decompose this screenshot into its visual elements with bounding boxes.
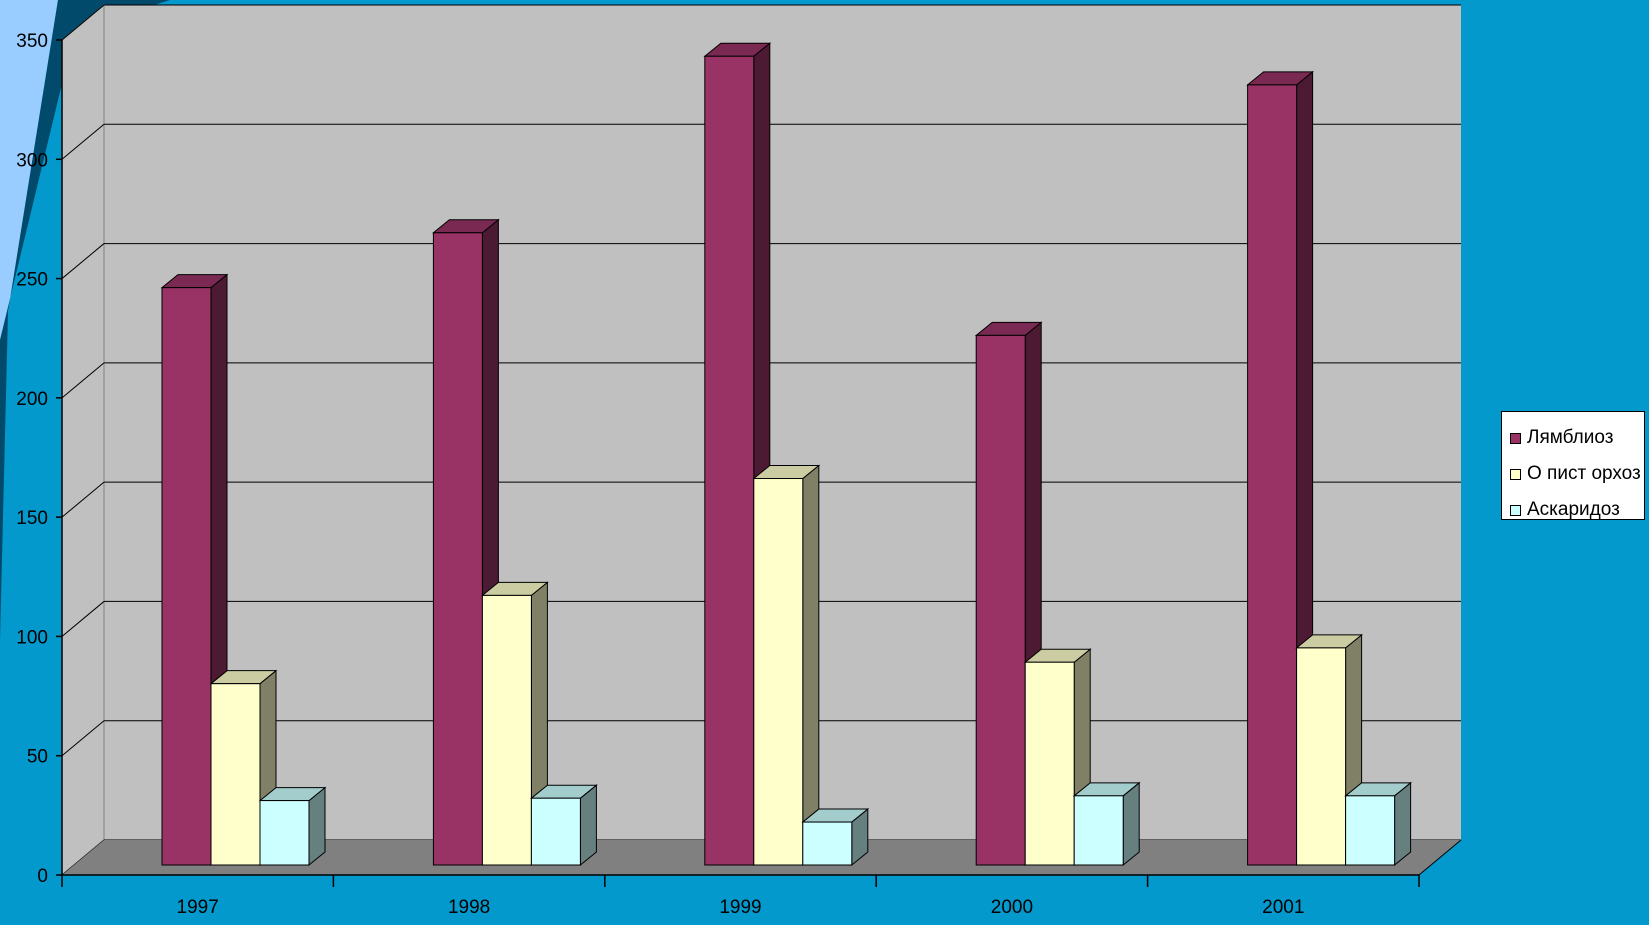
decor-dark-strip	[0, 0, 170, 640]
y-tick-label: 0	[37, 866, 48, 887]
legend-item-opistorhoz: О пист орхоз	[1510, 456, 1644, 492]
legend-swatch-askaridoz	[1510, 504, 1521, 516]
y-tick-label: 200	[16, 389, 48, 410]
chart-legend: Лямблиоз О пист орхоз Аскаридоз	[1501, 411, 1645, 520]
x-tick-label: 1997	[177, 897, 219, 918]
bar-side	[1122, 781, 1140, 867]
gridline-diag	[61, 481, 105, 518]
bar	[1345, 795, 1396, 866]
bar	[210, 683, 261, 866]
decor-light-strip	[0, 0, 58, 340]
bar-side	[802, 464, 820, 867]
gridline-diag	[61, 362, 105, 399]
bar	[259, 800, 310, 866]
legend-swatch-opistorhoz	[1510, 468, 1521, 480]
bar-side	[579, 784, 597, 867]
x-tick-label: 2000	[991, 897, 1033, 918]
x-tick-label: 1999	[719, 897, 761, 918]
legend-label-lamblioz: Лямблиоз	[1527, 427, 1614, 448]
legend-label-askaridoz: Аскаридоз	[1527, 499, 1620, 520]
bar	[1247, 84, 1298, 866]
legend-item-lamblioz: Лямблиоз	[1510, 420, 1644, 456]
legend-label-opistorhoz: О пист орхоз	[1527, 463, 1641, 484]
bar	[481, 594, 532, 866]
bar	[753, 478, 804, 866]
floor-edge	[1418, 839, 1462, 876]
y-tick-label: 300	[16, 150, 48, 171]
bar	[530, 797, 581, 866]
bar	[802, 821, 853, 866]
gridline-diag	[61, 123, 105, 160]
y-tick-label: 250	[16, 270, 48, 291]
gridline-diag	[61, 601, 105, 637]
bar	[1073, 795, 1124, 866]
gridline-diag	[61, 720, 105, 757]
x-tick-label: 2001	[1262, 897, 1304, 918]
bar	[704, 55, 755, 866]
legend-item-askaridoz: Аскаридоз	[1510, 492, 1644, 528]
bar	[975, 334, 1026, 866]
bar	[1296, 647, 1347, 866]
chart-side-wall	[61, 3, 105, 877]
bar-side	[1394, 781, 1412, 867]
y-tick-label: 350	[16, 31, 48, 52]
y-tick-label: 100	[16, 627, 48, 648]
legend-swatch-lamblioz	[1510, 432, 1521, 444]
y-tick-label: 50	[27, 747, 48, 768]
x-tick-label: 1998	[448, 897, 490, 918]
gridline-diag	[61, 243, 105, 279]
y-tick-label: 150	[16, 508, 48, 529]
bar	[432, 232, 483, 866]
bar	[1024, 661, 1075, 866]
bar	[161, 287, 212, 866]
gridline-diag	[61, 4, 105, 41]
